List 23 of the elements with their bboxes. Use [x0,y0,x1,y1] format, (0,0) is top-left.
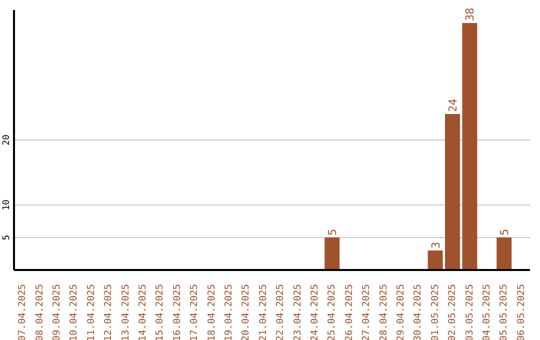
y-tick-label: 5 [2,234,12,240]
x-tick-label: 14.04.2025 [138,284,148,340]
bar [462,23,478,270]
x-tick-label: 12.04.2025 [103,284,114,340]
y-tick-label: 20 [2,134,12,146]
x-tick-label: 11.04.2025 [86,284,97,340]
data-label: 5 [498,228,512,236]
data-label: 3 [429,242,442,248]
bar [445,114,460,270]
data-label: 24 [446,98,460,112]
x-tick-label: 15.04.2025 [154,284,166,340]
x-tick-label: 16.04.2025 [172,284,183,340]
data-label: 5 [326,228,340,236]
y-tick-label: 10 [2,200,12,210]
x-tick-label: 17.04.2025 [189,284,200,340]
bar [324,238,340,270]
bar [428,250,443,270]
x-tick-label: 19.04.2025 [224,284,234,340]
x-tick-label: 18.04.2025 [206,284,218,340]
data-label: 38 [464,8,477,21]
bar [496,238,512,270]
x-tick-label: 10.04.2025 [68,284,80,340]
x-tick-label: 13.04.2025 [120,284,132,340]
